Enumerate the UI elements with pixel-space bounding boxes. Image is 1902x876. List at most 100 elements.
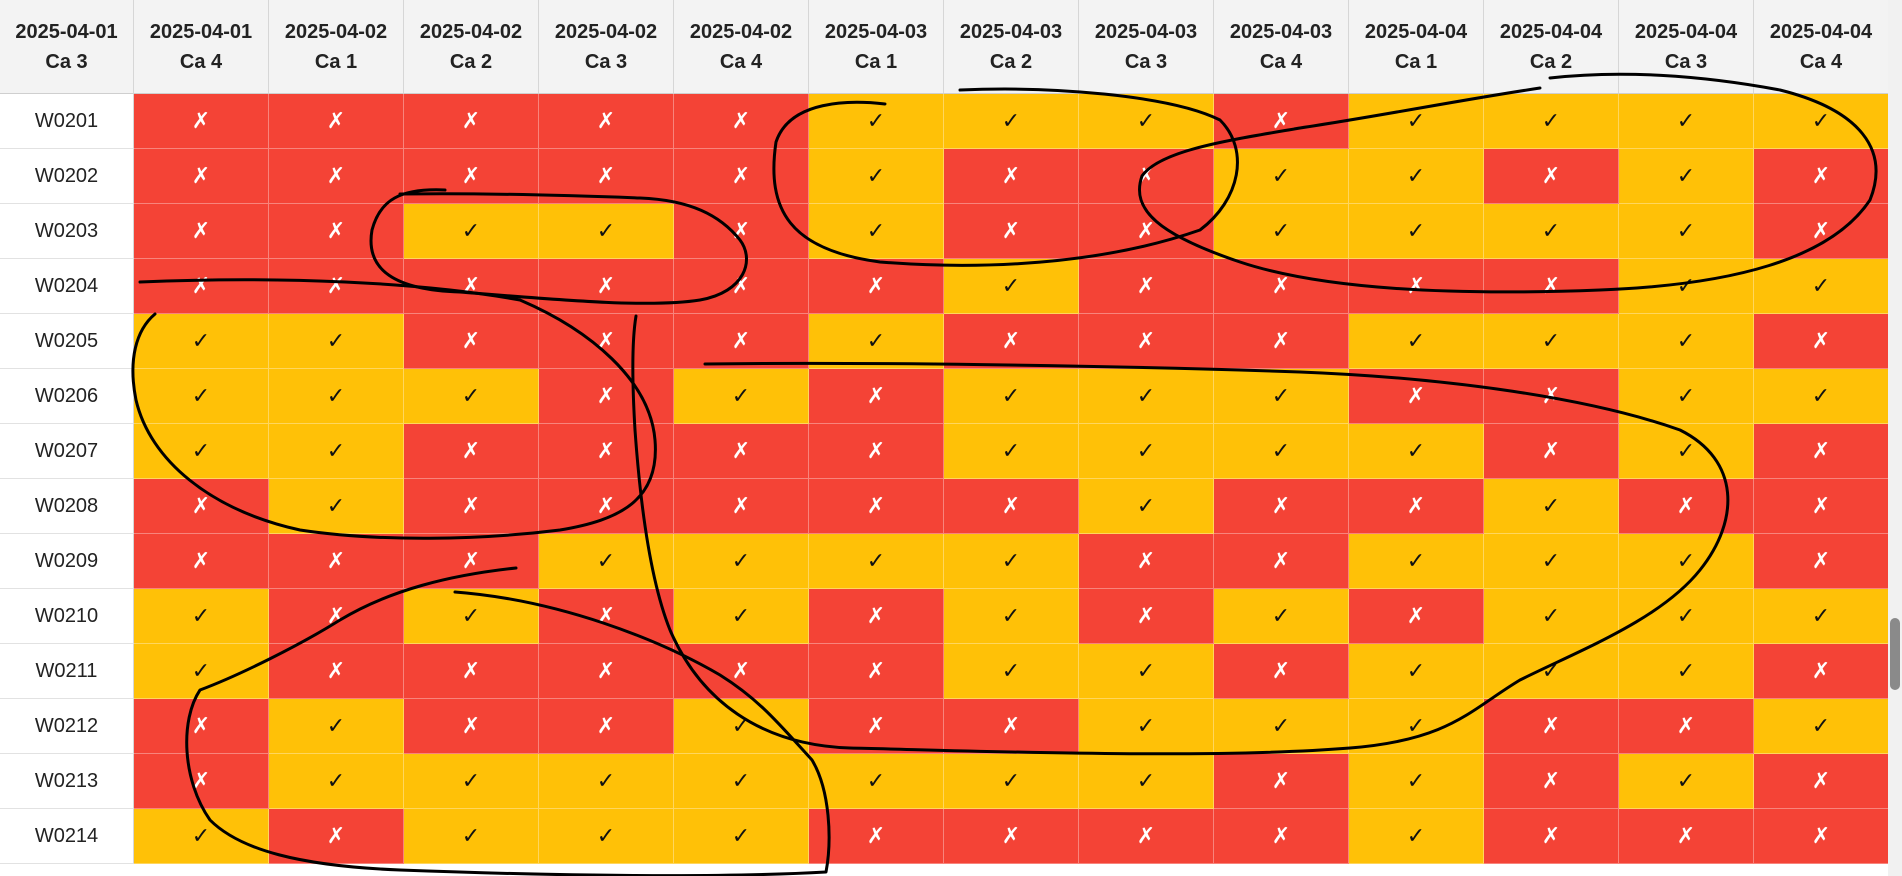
cell-available[interactable]: ✓	[1484, 589, 1619, 644]
cell-available[interactable]: ✓	[1079, 369, 1214, 424]
cell-available[interactable]: ✓	[1214, 699, 1349, 754]
column-header[interactable]: 2025-04-02 Ca 3	[539, 0, 674, 94]
cell-available[interactable]: ✓	[1754, 94, 1889, 149]
column-header[interactable]: 2025-04-02 Ca 1	[269, 0, 404, 94]
scrollbar-thumb[interactable]	[1890, 618, 1900, 690]
cell-unavailable[interactable]: ✗	[134, 259, 269, 314]
cell-unavailable[interactable]: ✗	[1619, 699, 1754, 754]
cell-unavailable[interactable]: ✗	[944, 149, 1079, 204]
cell-unavailable[interactable]: ✗	[809, 424, 944, 479]
cell-unavailable[interactable]: ✗	[404, 644, 539, 699]
cell-unavailable[interactable]: ✗	[1484, 754, 1619, 809]
cell-unavailable[interactable]: ✗	[1754, 754, 1889, 809]
cell-unavailable[interactable]: ✗	[134, 754, 269, 809]
cell-available[interactable]: ✓	[809, 149, 944, 204]
cell-available[interactable]: ✓	[1349, 204, 1484, 259]
cell-unavailable[interactable]: ✗	[674, 94, 809, 149]
cell-available[interactable]: ✓	[539, 534, 674, 589]
cell-unavailable[interactable]: ✗	[674, 479, 809, 534]
cell-available[interactable]: ✓	[1754, 699, 1889, 754]
cell-unavailable[interactable]: ✗	[404, 699, 539, 754]
cell-unavailable[interactable]: ✗	[1484, 699, 1619, 754]
cell-available[interactable]: ✓	[1619, 369, 1754, 424]
cell-unavailable[interactable]: ✗	[1079, 314, 1214, 369]
column-header[interactable]: 2025-04-02 Ca 2	[404, 0, 539, 94]
cell-available[interactable]: ✓	[1484, 94, 1619, 149]
cell-available[interactable]: ✓	[1619, 589, 1754, 644]
cell-available[interactable]: ✓	[1484, 479, 1619, 534]
cell-available[interactable]: ✓	[269, 369, 404, 424]
cell-unavailable[interactable]: ✗	[1619, 479, 1754, 534]
cell-unavailable[interactable]: ✗	[539, 479, 674, 534]
cell-available[interactable]: ✓	[944, 534, 1079, 589]
cell-unavailable[interactable]: ✗	[1754, 534, 1889, 589]
cell-available[interactable]: ✓	[1079, 94, 1214, 149]
cell-unavailable[interactable]: ✗	[539, 314, 674, 369]
column-header[interactable]: 2025-04-04 Ca 3	[1619, 0, 1754, 94]
column-header[interactable]: 2025-04-03 Ca 4	[1214, 0, 1349, 94]
column-header[interactable]: 2025-04-01 Ca 3	[0, 0, 134, 94]
cell-unavailable[interactable]: ✗	[1754, 314, 1889, 369]
cell-unavailable[interactable]: ✗	[1484, 369, 1619, 424]
cell-available[interactable]: ✓	[404, 589, 539, 644]
cell-available[interactable]: ✓	[1619, 94, 1754, 149]
cell-available[interactable]: ✓	[674, 589, 809, 644]
cell-available[interactable]: ✓	[134, 369, 269, 424]
cell-available[interactable]: ✓	[1214, 589, 1349, 644]
cell-available[interactable]: ✓	[1079, 754, 1214, 809]
cell-available[interactable]: ✓	[1619, 204, 1754, 259]
cell-unavailable[interactable]: ✗	[1619, 809, 1754, 864]
cell-unavailable[interactable]: ✗	[1214, 314, 1349, 369]
cell-unavailable[interactable]: ✗	[1484, 149, 1619, 204]
cell-available[interactable]: ✓	[1619, 259, 1754, 314]
cell-unavailable[interactable]: ✗	[1214, 479, 1349, 534]
cell-available[interactable]: ✓	[944, 424, 1079, 479]
cell-unavailable[interactable]: ✗	[1754, 479, 1889, 534]
cell-unavailable[interactable]: ✗	[1079, 204, 1214, 259]
cell-available[interactable]: ✓	[1214, 369, 1349, 424]
cell-unavailable[interactable]: ✗	[809, 369, 944, 424]
cell-unavailable[interactable]: ✗	[269, 534, 404, 589]
cell-unavailable[interactable]: ✗	[1754, 424, 1889, 479]
cell-available[interactable]: ✓	[1349, 809, 1484, 864]
cell-available[interactable]: ✓	[1619, 149, 1754, 204]
cell-unavailable[interactable]: ✗	[944, 204, 1079, 259]
cell-available[interactable]: ✓	[1484, 644, 1619, 699]
cell-available[interactable]: ✓	[944, 754, 1079, 809]
cell-available[interactable]: ✓	[404, 369, 539, 424]
cell-available[interactable]: ✓	[809, 94, 944, 149]
cell-unavailable[interactable]: ✗	[539, 259, 674, 314]
cell-available[interactable]: ✓	[809, 314, 944, 369]
cell-available[interactable]: ✓	[944, 589, 1079, 644]
cell-unavailable[interactable]: ✗	[404, 94, 539, 149]
cell-available[interactable]: ✓	[1754, 259, 1889, 314]
cell-available[interactable]: ✓	[539, 809, 674, 864]
cell-available[interactable]: ✓	[1079, 699, 1214, 754]
cell-unavailable[interactable]: ✗	[944, 699, 1079, 754]
cell-unavailable[interactable]: ✗	[404, 479, 539, 534]
cell-unavailable[interactable]: ✗	[1754, 644, 1889, 699]
cell-available[interactable]: ✓	[1619, 644, 1754, 699]
cell-unavailable[interactable]: ✗	[269, 589, 404, 644]
cell-unavailable[interactable]: ✗	[134, 204, 269, 259]
cell-available[interactable]: ✓	[1214, 204, 1349, 259]
cell-available[interactable]: ✓	[944, 94, 1079, 149]
cell-unavailable[interactable]: ✗	[1079, 534, 1214, 589]
cell-available[interactable]: ✓	[674, 699, 809, 754]
cell-available[interactable]: ✓	[269, 479, 404, 534]
cell-available[interactable]: ✓	[944, 644, 1079, 699]
cell-available[interactable]: ✓	[1619, 314, 1754, 369]
cell-unavailable[interactable]: ✗	[674, 149, 809, 204]
cell-unavailable[interactable]: ✗	[1079, 149, 1214, 204]
cell-available[interactable]: ✓	[1754, 369, 1889, 424]
cell-available[interactable]: ✓	[674, 534, 809, 589]
column-header[interactable]: 2025-04-03 Ca 1	[809, 0, 944, 94]
cell-unavailable[interactable]: ✗	[539, 699, 674, 754]
cell-unavailable[interactable]: ✗	[944, 809, 1079, 864]
cell-available[interactable]: ✓	[1079, 644, 1214, 699]
cell-unavailable[interactable]: ✗	[944, 314, 1079, 369]
cell-available[interactable]: ✓	[674, 754, 809, 809]
cell-unavailable[interactable]: ✗	[1754, 149, 1889, 204]
cell-available[interactable]: ✓	[539, 204, 674, 259]
cell-available[interactable]: ✓	[134, 424, 269, 479]
